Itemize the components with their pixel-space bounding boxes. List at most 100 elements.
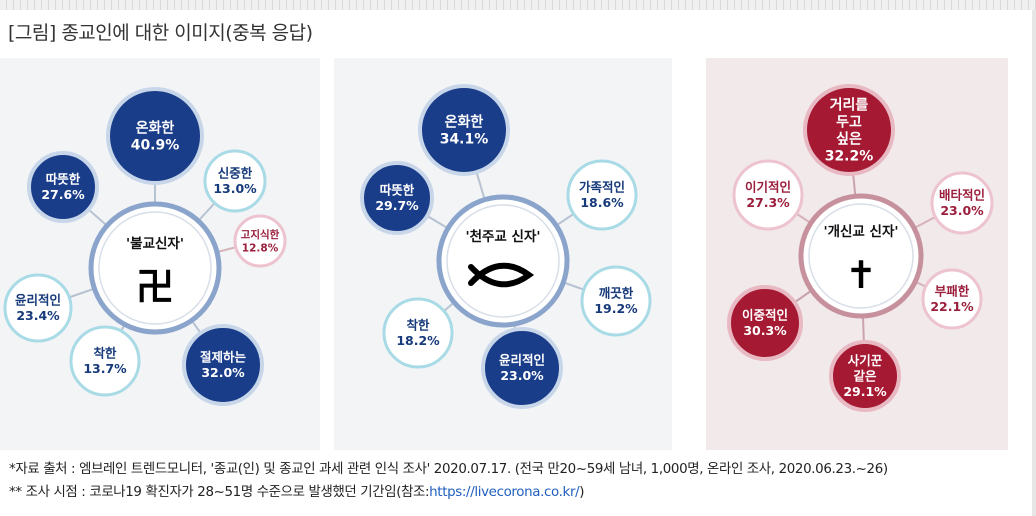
- bubble-circle: [566, 159, 638, 231]
- figure-title: [그림] 종교인에 대한 이미지(중복 응답): [8, 22, 313, 44]
- bubble-label: 배타적인: [939, 188, 985, 203]
- bubble-label: 온화한: [445, 114, 484, 130]
- bubble-label: 두고: [836, 114, 862, 130]
- bubble-label: 착한: [406, 318, 430, 333]
- bubble-label: 이기적인: [745, 180, 791, 195]
- svg-text:卍: 卍: [136, 265, 174, 309]
- buddhist-diagram: '불교신자' 卍 온화한 40.9% 따뜻한 27.6% 신중한 13.0% 고지식한 12.8%…: [0, 58, 320, 450]
- bubble-label: 온화한: [136, 120, 175, 136]
- bubble-value: 23.4%: [16, 308, 60, 323]
- bubble-label: 싶은: [836, 131, 862, 147]
- bubble-value: 27.6%: [41, 187, 85, 202]
- bubble-label: 깨끗한: [599, 286, 634, 301]
- bubble-circle: [69, 325, 141, 397]
- bubble-label: 윤리적인: [499, 353, 545, 368]
- center-label: '개신교 신자': [823, 224, 898, 240]
- period-note-end: ): [579, 485, 585, 500]
- bubble-label: 절제하는: [200, 350, 247, 365]
- bubble-value: 32.2%: [825, 148, 874, 164]
- bubble-label: 부패한: [935, 284, 970, 299]
- bubble-value: 13.0%: [213, 181, 257, 196]
- bubble-circle: [106, 87, 204, 185]
- bubble-circle: [360, 161, 434, 235]
- bubble-label: 사기꾼: [848, 353, 883, 368]
- bubble-value: 18.2%: [396, 333, 440, 348]
- page-edge: [1032, 10, 1036, 516]
- top-strip: [0, 0, 1036, 10]
- bubble-circle: [921, 268, 983, 330]
- diagram-svg: '불교신자'卍온화한40.9%따뜻한27.6%신중한13.0%고지식한12.8%…: [0, 58, 320, 450]
- bubble-circle: [182, 324, 264, 406]
- cross-icon: ✝: [845, 253, 877, 297]
- bubble-label: 윤리적인: [15, 293, 61, 308]
- protestant-diagram: '개신교 신자' ✝ 거리를 두고 싶은 32.2% 이기적인 27.3% 배타적인 23.0% 이…: [706, 58, 1008, 450]
- diagram-svg: '천주교 신자'온화한34.1%따뜻한29.7%가족적인18.6%깨끗한19.2…: [334, 58, 672, 450]
- bubble-circle: [3, 273, 73, 343]
- bubble-circle: [732, 159, 804, 231]
- period-note-text: ** 조사 시점 : 코로나19 확진자가 28~51명 수준으로 발생했던 기…: [9, 485, 430, 500]
- bubble-label: 착한: [93, 346, 117, 361]
- bubble-value: 23.0%: [500, 368, 544, 383]
- bubble-value: 12.8%: [242, 242, 279, 254]
- bubble-circle: [580, 265, 652, 337]
- bubble-value: 13.7%: [83, 361, 127, 376]
- bubble-circle: [727, 285, 803, 361]
- bubble-value: 30.3%: [743, 323, 787, 338]
- center-label: '불교신자': [126, 236, 184, 252]
- center-circle: [98, 211, 212, 325]
- bubble-circle: [803, 84, 895, 176]
- period-note: ** 조사 시점 : 코로나19 확진자가 28~51명 수준으로 발생했던 기…: [9, 481, 888, 504]
- bubble-value: 27.3%: [746, 195, 790, 210]
- catholic-diagram: '천주교 신자' 온화한 34.1% 따뜻한 29.7% 가족적인 18.6% 깨끗한 19.2…: [334, 58, 672, 450]
- bubble-value: 29.7%: [375, 198, 419, 213]
- svg-text:✝: ✝: [845, 253, 877, 297]
- bubble-circle: [930, 171, 994, 235]
- bubble-value: 22.1%: [930, 299, 974, 314]
- bubble-label: 신중한: [218, 166, 253, 181]
- bubble-label: 같은: [853, 368, 877, 383]
- bubble-circle: [27, 151, 99, 223]
- bubble-value: 32.0%: [201, 365, 245, 380]
- bubble-label: 고지식한: [241, 228, 280, 241]
- bubble-circle: [233, 214, 287, 268]
- bubble-value: 40.9%: [131, 137, 180, 153]
- bubble-label: 거리를: [830, 97, 869, 113]
- source-link[interactable]: https://livecorona.co.kr/: [429, 485, 580, 500]
- bubble-circle: [418, 84, 510, 176]
- bubble-circle: [481, 327, 563, 409]
- bubble-value: 23.0%: [940, 203, 984, 218]
- bubble-value: 18.6%: [580, 195, 624, 210]
- swastika-icon: 卍: [136, 265, 174, 309]
- bubble-value: 29.1%: [843, 384, 887, 399]
- bubble-label: 가족적인: [579, 180, 625, 195]
- center-circle: [808, 203, 914, 309]
- notes: *자료 출처 : 엠브레인 트렌드모니터, '종교(인) 및 종교인 과세 관련…: [9, 458, 888, 504]
- bubble-label: 따뜻한: [46, 172, 81, 187]
- bubble-value: 19.2%: [594, 301, 638, 316]
- center-circle: [446, 204, 560, 318]
- bubble-circle: [829, 340, 901, 412]
- bubble-label: 이중적인: [742, 308, 788, 323]
- bubble-circle: [203, 149, 267, 213]
- source-note: *자료 출처 : 엠브레인 트렌드모니터, '종교(인) 및 종교인 과세 관련…: [9, 462, 888, 477]
- bubble-value: 34.1%: [440, 131, 489, 147]
- bubble-circle: [382, 297, 454, 369]
